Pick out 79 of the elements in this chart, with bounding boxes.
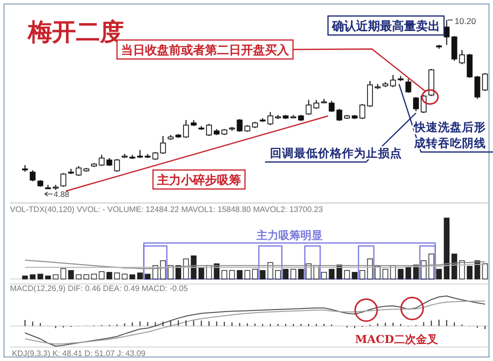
bar <box>122 274 128 280</box>
bar <box>68 270 74 280</box>
chart-title: VOL-TDX(40,120) VVOL: - VOLUME: 12484.22 MAVOL1: 15848.80 MAVOL2: 13700.23 <box>10 205 324 214</box>
bar <box>374 266 381 280</box>
bar <box>129 274 136 280</box>
candlestick <box>160 135 166 154</box>
bar <box>30 274 36 280</box>
candlestick <box>367 80 373 108</box>
annotation: MACD二次金叉 <box>355 333 438 346</box>
candlestick <box>390 74 396 88</box>
candlestick <box>114 158 120 172</box>
bar <box>260 270 266 280</box>
bar <box>52 274 59 280</box>
bar <box>252 268 258 280</box>
candlestick <box>60 172 66 188</box>
bar <box>168 265 174 280</box>
candlestick <box>359 104 366 120</box>
bar <box>45 276 51 280</box>
bar <box>428 254 434 280</box>
bar <box>236 270 243 280</box>
candlestick <box>306 99 312 116</box>
bar <box>436 268 442 280</box>
bar <box>367 258 373 280</box>
candlestick <box>183 120 189 138</box>
bar <box>160 260 166 280</box>
bar <box>198 267 204 280</box>
annotation: 主力小碎步吸筹 <box>156 173 241 187</box>
annotation: 当日收盘前或者第二日开盘买入 <box>121 43 290 57</box>
candlestick <box>336 108 342 122</box>
bar <box>344 270 350 280</box>
bar <box>76 274 82 280</box>
annotation: 主力吸筹明显 <box>256 229 322 242</box>
bar <box>444 218 450 280</box>
bar <box>114 272 120 280</box>
candlestick <box>413 96 419 112</box>
candlestick <box>451 35 458 62</box>
candlestick <box>405 78 412 94</box>
bar <box>137 272 143 280</box>
candlestick <box>236 118 243 132</box>
bar <box>398 268 404 280</box>
bar <box>60 268 66 280</box>
candlestick <box>267 112 274 126</box>
candlestick <box>474 75 480 100</box>
bar <box>106 272 112 280</box>
bar <box>275 270 281 280</box>
bar <box>290 268 296 280</box>
bar <box>229 270 235 280</box>
bar <box>244 270 250 280</box>
candlestick <box>328 100 335 113</box>
bar <box>382 268 388 280</box>
annotation: 4.88 <box>54 190 70 199</box>
bar <box>83 274 90 280</box>
candlestick <box>444 20 450 46</box>
bar <box>282 268 289 280</box>
candlestick <box>30 170 36 182</box>
bar <box>98 271 105 280</box>
bar <box>22 276 28 280</box>
bar <box>451 254 458 280</box>
bar <box>321 272 327 280</box>
annotation: 10.20 <box>454 16 476 26</box>
bar <box>37 274 44 280</box>
candlestick <box>98 154 105 167</box>
bar <box>221 270 228 280</box>
bar <box>405 267 412 280</box>
annotation: 快速洗盘后形 <box>413 120 486 134</box>
candlestick <box>206 123 212 136</box>
bar <box>328 268 335 280</box>
candlestick <box>459 50 465 65</box>
bar <box>466 266 473 280</box>
bar <box>91 274 97 280</box>
annotation: 确认近期最高量卖出 <box>331 19 440 33</box>
bar <box>352 272 358 280</box>
text: KDJ(9,3,3) K: 48.41 D: 51.07 J: 43.09 <box>12 349 146 358</box>
candlestick <box>466 53 473 78</box>
candlestick <box>76 166 82 176</box>
chart-title: MACD(12,26,9) DIF: 0.46 DEA: 0.49 MACD: -0.05 <box>10 284 188 293</box>
bar <box>298 268 304 280</box>
bar <box>359 270 366 280</box>
bar <box>144 274 151 280</box>
